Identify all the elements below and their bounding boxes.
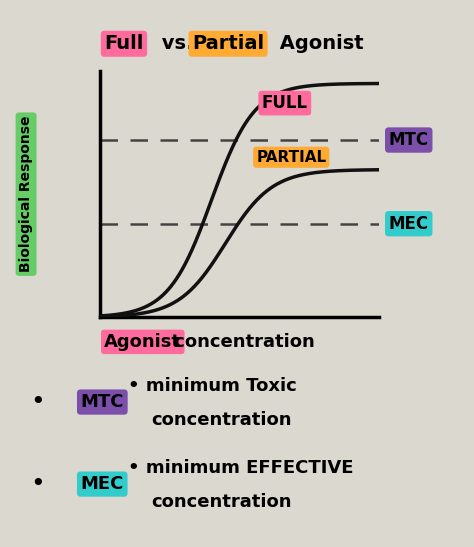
Text: Full: Full — [104, 34, 144, 53]
Text: Partial: Partial — [192, 34, 264, 53]
Text: MEC: MEC — [389, 215, 429, 232]
Text: Agonist: Agonist — [273, 34, 363, 53]
Text: PARTIAL: PARTIAL — [256, 150, 326, 165]
Text: Biological Response: Biological Response — [19, 116, 33, 272]
Text: concentration: concentration — [152, 493, 292, 510]
Text: FULL: FULL — [262, 94, 308, 112]
Text: • minimum EFFECTIVE: • minimum EFFECTIVE — [128, 459, 354, 476]
Text: • minimum Toxic: • minimum Toxic — [128, 377, 297, 394]
Text: concentration: concentration — [152, 411, 292, 428]
Text: concentration: concentration — [168, 333, 315, 351]
Text: vs.: vs. — [155, 34, 200, 53]
Text: •: • — [30, 472, 46, 496]
Text: MTC: MTC — [389, 131, 429, 149]
Text: MEC: MEC — [81, 475, 124, 493]
Text: MTC: MTC — [81, 393, 124, 411]
Text: •: • — [30, 390, 46, 414]
Text: Agonist: Agonist — [104, 333, 181, 351]
